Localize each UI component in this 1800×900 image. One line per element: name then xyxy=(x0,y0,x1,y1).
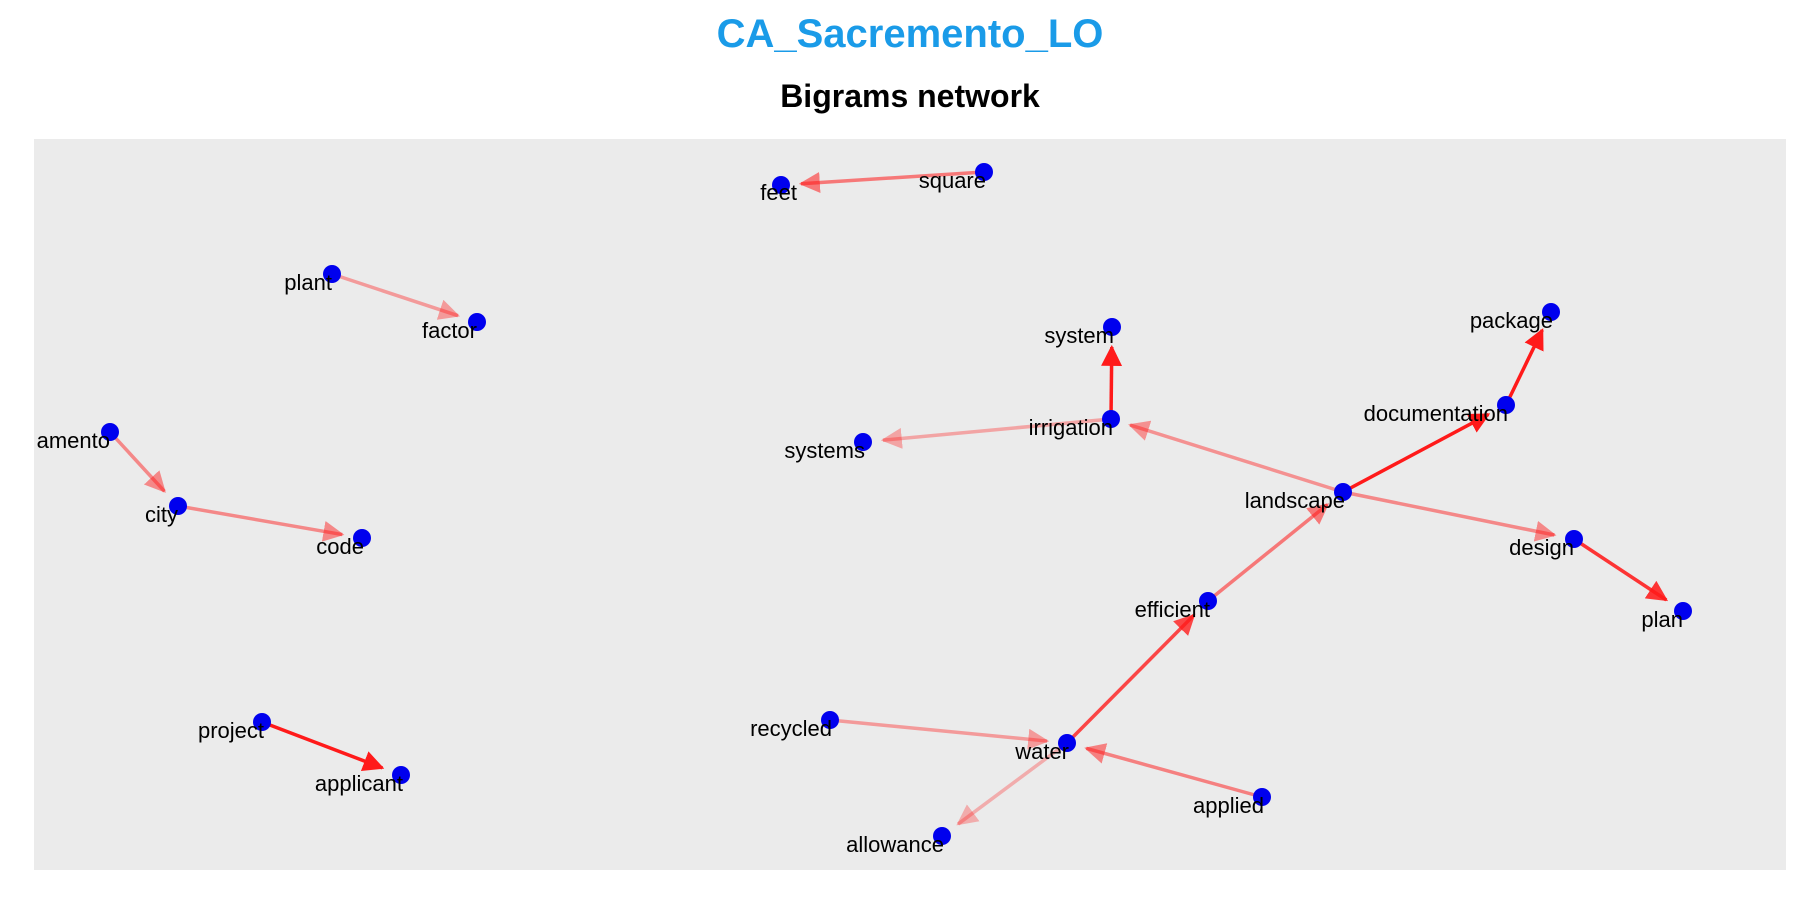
node-label-landscape: landscape xyxy=(1245,488,1345,513)
node-city[interactable] xyxy=(169,497,187,515)
edge-city-code xyxy=(177,504,345,542)
edge-documentation-package xyxy=(1504,328,1544,406)
node-label-code: code xyxy=(316,534,364,559)
node-label-allowance: allowance xyxy=(846,832,944,857)
node-label-square: square xyxy=(919,168,986,193)
node-design[interactable] xyxy=(1565,530,1583,548)
edge-irrigation-systems xyxy=(880,417,1112,449)
edge-irrigation-system xyxy=(1101,344,1123,420)
node-plant[interactable] xyxy=(323,265,341,283)
edge-recycled-water xyxy=(829,718,1050,750)
edge-landscape-design xyxy=(1342,490,1557,542)
node-project[interactable] xyxy=(253,713,271,731)
edges-layer xyxy=(108,170,1669,826)
edge-landscape-documentation xyxy=(1342,412,1491,494)
node-label-package: package xyxy=(1470,308,1553,333)
edge-plant-factor xyxy=(331,272,461,320)
node-label-project: project xyxy=(198,718,264,743)
node-label-factor: factor xyxy=(422,318,477,343)
node-label-applied: applied xyxy=(1193,793,1264,818)
node-label-water: water xyxy=(1014,739,1069,764)
edge-design-plan xyxy=(1573,537,1669,602)
bigram-network: feet square plant factor system package docume… xyxy=(34,139,1786,870)
node-label-recycled: recycled xyxy=(750,716,832,741)
node-water[interactable] xyxy=(1058,734,1076,752)
node-feet[interactable] xyxy=(772,176,790,194)
node-label-documentation: documentation xyxy=(1364,401,1508,426)
node-applied[interactable] xyxy=(1253,788,1271,806)
edge-applied-water xyxy=(1084,743,1263,799)
node-label-amento: amento xyxy=(37,428,110,453)
node-documentation[interactable] xyxy=(1497,396,1515,414)
node-amento[interactable] xyxy=(101,423,119,441)
edge-efficient-landscape xyxy=(1206,503,1330,603)
node-label-applicant: applicant xyxy=(315,771,403,796)
edge-square-feet xyxy=(798,170,985,193)
node-label-feet: feet xyxy=(760,180,797,205)
panel-background xyxy=(34,139,1786,870)
node-label-plant: plant xyxy=(284,270,332,295)
node-label-irrigation: irrigation xyxy=(1029,415,1113,440)
node-systems[interactable] xyxy=(854,433,872,451)
node-label-system: system xyxy=(1044,323,1114,348)
node-square[interactable] xyxy=(975,163,993,181)
edge-project-applicant xyxy=(261,720,385,771)
labels-layer: feet square plant factor system package docume… xyxy=(37,168,1683,857)
node-label-efficient: efficient xyxy=(1135,597,1210,622)
node-label-city: city xyxy=(145,502,178,527)
nodes-layer xyxy=(101,163,1692,845)
page-title: CA_Sacremento_LO xyxy=(716,12,1104,56)
network-panel: feet square plant factor system package docume… xyxy=(34,139,1786,870)
node-label-plan: plan xyxy=(1641,607,1683,632)
node-landscape[interactable] xyxy=(1334,483,1352,501)
node-label-systems: systems xyxy=(784,438,865,463)
node-factor[interactable] xyxy=(468,313,486,331)
node-efficient[interactable] xyxy=(1199,592,1217,610)
node-package[interactable] xyxy=(1542,303,1560,321)
node-recycled[interactable] xyxy=(821,711,839,729)
node-system[interactable] xyxy=(1103,318,1121,336)
edge-water-efficient xyxy=(1065,613,1196,745)
node-allowance[interactable] xyxy=(933,827,951,845)
edge-amento-city xyxy=(108,430,166,493)
node-applicant[interactable] xyxy=(392,766,410,784)
node-plan[interactable] xyxy=(1674,602,1692,620)
node-code[interactable] xyxy=(353,529,371,547)
edge-water-allowance xyxy=(956,741,1069,826)
node-irrigation[interactable] xyxy=(1102,410,1120,428)
chart-subtitle: Bigrams network xyxy=(780,78,1040,114)
node-label-design: design xyxy=(1509,535,1574,560)
edge-landscape-irrigation xyxy=(1128,420,1344,494)
